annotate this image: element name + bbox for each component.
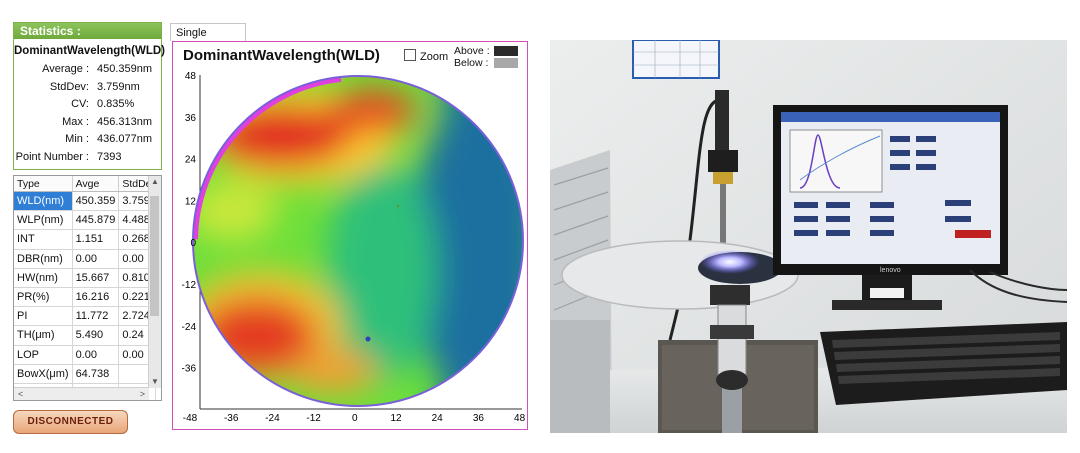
table-cell: 4.488 xyxy=(118,210,156,231)
y-tick-label: 48 xyxy=(185,71,197,82)
table-cell: 16.216 xyxy=(72,287,120,308)
table-cell: BowX(μm) xyxy=(14,364,73,384)
stat-value: 450.359nm xyxy=(97,63,153,75)
table-cell: PR(%) xyxy=(14,287,73,308)
table-cell: 5.490 xyxy=(72,325,120,346)
table-row[interactable]: BowX(μm) 64.738 xyxy=(14,364,156,384)
table-cell: PI xyxy=(14,306,73,327)
table-cell: HW(nm) xyxy=(14,268,73,288)
stat-row: CV: 0.835% xyxy=(14,96,161,114)
checkbox-icon[interactable] xyxy=(404,49,416,61)
table-row[interactable]: HW(nm) 15.667 0.810 xyxy=(14,268,156,288)
parameter-table[interactable]: Type Avge StdDe WLD(nm) 450.359 3.759 WLP(nm)… xyxy=(13,175,162,401)
y-tick-label: -12 xyxy=(182,280,197,291)
table-row[interactable]: INT 1.151 0.268 xyxy=(14,229,156,250)
table-cell: 445.879 xyxy=(72,210,120,231)
scroll-left-icon[interactable]: < xyxy=(18,389,24,399)
table-row[interactable]: PI 11.772 2.724 xyxy=(14,306,156,327)
table-cell: INT xyxy=(14,229,73,250)
map-legend: Above : Below : xyxy=(454,45,518,69)
stat-value: 7393 xyxy=(97,150,122,163)
stat-row: Max : 456.313nm xyxy=(14,114,161,132)
legend-above-label: Above : xyxy=(454,45,490,57)
table-horizontal-scrollbar[interactable]: < > xyxy=(14,387,149,400)
legend-below-label: Below : xyxy=(454,57,489,69)
zoom-label: Zoom xyxy=(420,51,449,63)
column-header[interactable]: Type xyxy=(14,176,73,192)
wafer-map: 48 36 24 12 0 -12 -24 -36 -48 -36 -24 -12 0 12 24 36 48 xyxy=(182,71,526,424)
table-cell: WLD(nm) xyxy=(14,191,73,212)
equipment-photo: lenovo xyxy=(550,40,1067,433)
table-row[interactable]: PR(%) 16.216 0.221 xyxy=(14,287,156,308)
table-row[interactable]: TH(μm) 5.490 0.24 xyxy=(14,325,156,346)
column-header[interactable]: StdDe xyxy=(118,176,156,192)
table-cell: 0.00 xyxy=(72,345,120,365)
monitor-brand: lenovo xyxy=(880,267,901,274)
table-cell: 64.738 xyxy=(72,364,120,384)
stat-row: Min : 436.077nm xyxy=(14,131,161,149)
table-row[interactable]: DBR(nm) 0.00 0.00 xyxy=(14,249,156,269)
stat-value: 3.759nm xyxy=(97,80,140,93)
x-tick-label: 48 xyxy=(514,413,526,424)
scroll-right-icon[interactable]: > xyxy=(139,389,145,399)
legend-below-swatch[interactable] xyxy=(494,58,518,68)
disconnected-button[interactable]: DISCONNECTED xyxy=(13,410,128,434)
table-vertical-scrollbar[interactable]: ▲ ▼ xyxy=(148,176,161,388)
legend-above-swatch[interactable] xyxy=(494,46,518,56)
stat-label: Average : xyxy=(42,63,89,75)
table-row[interactable]: LOP 0.00 0.00 xyxy=(14,345,156,365)
table-cell: 15.667 xyxy=(72,268,120,288)
table-cell: 0.00 xyxy=(72,249,120,269)
stat-value: 456.313nm xyxy=(97,115,153,128)
table-cell: 0.221 xyxy=(118,287,156,308)
stat-label: CV: xyxy=(71,98,89,110)
x-tick-label: 24 xyxy=(432,413,444,424)
y-tick-label: -36 xyxy=(182,364,197,375)
x-tick-label: -24 xyxy=(265,413,280,424)
stat-value: 0.835% xyxy=(97,98,135,110)
table-cell: LOP xyxy=(14,345,73,365)
stat-label: Max : xyxy=(62,115,89,128)
table-cell: DBR(nm) xyxy=(14,249,73,269)
y-tick-label: -24 xyxy=(182,322,197,333)
table-cell: 450.359 xyxy=(72,191,120,212)
zoom-checkbox[interactable]: Zoom xyxy=(404,49,448,63)
table-cell: 0.00 xyxy=(118,249,156,269)
scroll-down-icon[interactable]: ▼ xyxy=(151,377,159,386)
scroll-thumb[interactable] xyxy=(150,196,159,316)
statistics-panel: Statistics : DominantWavelength(WLD) Ave… xyxy=(13,22,165,170)
x-tick-label: -48 xyxy=(183,413,198,424)
table-cell: 1.151 xyxy=(72,229,120,250)
stat-row: Point Number : 7393 xyxy=(14,149,161,167)
table-cell: 11.772 xyxy=(72,306,120,327)
table-cell: WLP(nm) xyxy=(14,210,73,231)
y-tick-label: 24 xyxy=(185,155,197,166)
x-tick-label: -12 xyxy=(306,413,321,424)
map-title: DominantWavelength(WLD) xyxy=(183,47,380,64)
stat-row: StdDev: 3.759nm xyxy=(14,79,161,97)
stat-label: Point Number : xyxy=(15,150,89,163)
table-cell: 2.724 xyxy=(118,306,156,327)
table-cell: TH(μm) xyxy=(14,325,73,346)
x-tick-label: -36 xyxy=(224,413,239,424)
statistics-header: Statistics : xyxy=(14,23,161,39)
y-tick-label: 36 xyxy=(185,113,197,124)
x-tick-label: 36 xyxy=(473,413,485,424)
y-tick-label: 0 xyxy=(190,238,196,249)
scroll-up-icon[interactable]: ▲ xyxy=(151,177,159,186)
x-tick-label: 0 xyxy=(352,413,358,424)
x-tick-label: 12 xyxy=(390,413,402,424)
stat-label: StdDev: xyxy=(49,80,89,93)
column-header[interactable]: Avge xyxy=(72,176,120,192)
stat-label: Min : xyxy=(65,133,89,145)
table-cell: 3.759 xyxy=(118,191,156,212)
table-row[interactable]: WLD(nm) 450.359 3.759 xyxy=(14,191,156,212)
y-tick-label: 12 xyxy=(185,196,197,207)
stat-value: 436.077nm xyxy=(97,133,153,145)
table-cell: 0.24 xyxy=(118,325,156,346)
stat-row: Average : 450.359nm xyxy=(14,61,161,79)
statistics-metric: DominantWavelength(WLD) xyxy=(14,45,165,57)
table-row[interactable]: WLP(nm) 445.879 4.488 xyxy=(14,210,156,231)
tab-single-mapping[interactable]: Single Mapping xyxy=(170,23,246,57)
